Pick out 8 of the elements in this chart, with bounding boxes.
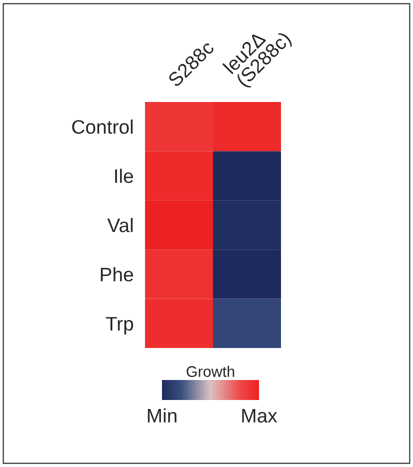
y-tick-label: Trp <box>106 317 134 334</box>
y-tick-label: Phe <box>100 267 134 282</box>
y-tick-label: Control <box>72 120 133 134</box>
y-tick-label: Ile <box>115 168 134 184</box>
color-bar-title: Growth <box>186 366 234 377</box>
y-tick-label: Val <box>107 218 133 232</box>
color-bar-label: Max <box>242 409 278 423</box>
color-bar-label: Min <box>148 408 176 422</box>
